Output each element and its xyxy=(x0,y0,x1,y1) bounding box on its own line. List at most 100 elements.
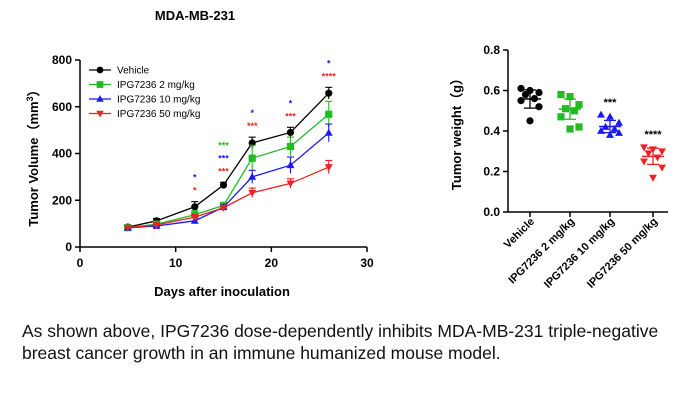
figure-canvas: MDA-MB-231 0 200 400 600 800 0 10 20 30 Days af… xyxy=(25,8,668,299)
significance-marker: * xyxy=(250,108,254,118)
data-point xyxy=(190,214,199,222)
y-tick-label: 800 xyxy=(52,53,72,67)
data-point xyxy=(325,89,333,97)
data-point xyxy=(535,88,543,97)
chart-title: MDA-MB-231 xyxy=(155,8,235,23)
legend-entry: IPG7236 2 mg/kg xyxy=(117,80,195,91)
data-point xyxy=(640,158,648,166)
category-label: Vehicle xyxy=(502,216,537,251)
group-3: *** xyxy=(597,97,623,138)
legend-entry: IPG7236 10 mg/kg xyxy=(117,95,200,106)
data-point xyxy=(566,125,574,133)
category-label: IPG7236 10 mg/kg xyxy=(542,216,617,291)
data-point xyxy=(658,148,666,156)
significance-marker: *** xyxy=(604,97,618,109)
data-point xyxy=(248,154,256,162)
data-point xyxy=(530,95,539,103)
x-tick-label: 0 xyxy=(77,256,84,270)
significance-marker: * xyxy=(289,98,293,108)
data-point xyxy=(615,128,623,136)
data-point xyxy=(597,126,605,134)
group-4: **** xyxy=(640,129,666,182)
data-point xyxy=(640,144,648,152)
data-point xyxy=(219,181,228,189)
series-4 xyxy=(123,159,333,232)
legend-marker xyxy=(96,66,104,74)
data-point xyxy=(248,189,257,197)
significance-marker: * xyxy=(193,173,197,183)
x-tick-label: 30 xyxy=(360,256,374,270)
data-point xyxy=(606,112,614,120)
x-tick-label: 20 xyxy=(265,256,279,270)
y-tick-label: 600 xyxy=(52,100,72,114)
significance-marker: *** xyxy=(285,111,296,121)
data-point xyxy=(615,118,623,126)
data-point xyxy=(123,224,132,232)
group-1 xyxy=(517,84,543,125)
data-point xyxy=(644,150,653,158)
y-axis-label-superscript: 3 xyxy=(25,96,35,101)
legend-marker xyxy=(96,110,104,118)
y-axis-label: Tumor weight（g） xyxy=(449,72,464,190)
data-point xyxy=(517,84,525,93)
tumor-weight-chart: 0.00.20.40.60.8 Tumor weight（g） ******* … xyxy=(449,43,668,291)
data-point xyxy=(653,154,662,162)
data-point xyxy=(517,97,525,105)
significance-marker: * xyxy=(193,186,197,196)
data-point xyxy=(219,204,228,212)
group-2 xyxy=(557,90,583,133)
data-point xyxy=(535,103,543,111)
data-point xyxy=(606,130,614,138)
legend-marker xyxy=(96,81,104,88)
significance-marker: *** xyxy=(218,140,229,150)
data-point xyxy=(557,90,565,99)
y-tick-label: 0.4 xyxy=(483,124,500,138)
data-point xyxy=(324,128,333,136)
data-point xyxy=(152,222,161,230)
significance-marker: *** xyxy=(218,153,229,163)
significance-marker: **** xyxy=(322,71,337,81)
data-point xyxy=(601,122,610,130)
legend-marker xyxy=(96,95,104,102)
data-point xyxy=(575,123,583,131)
data-point xyxy=(649,174,657,182)
data-point xyxy=(286,128,295,137)
data-point xyxy=(561,105,570,113)
y-tick-label: 0.2 xyxy=(483,165,500,179)
data-point xyxy=(286,161,295,169)
data-point xyxy=(325,110,333,118)
y-tick-label: 0.6 xyxy=(483,84,500,98)
data-point xyxy=(570,107,579,115)
data-point xyxy=(526,117,534,125)
data-point xyxy=(566,92,574,101)
data-point xyxy=(658,164,666,172)
significance-marker: *** xyxy=(247,121,258,131)
y-axis-label: Tumor Volume（mm3） xyxy=(25,83,41,226)
y-tick-label: 0.8 xyxy=(483,43,500,57)
data-point xyxy=(248,172,257,180)
data-point xyxy=(286,142,295,151)
data-point xyxy=(557,113,565,121)
y-tick-label: 200 xyxy=(52,193,72,207)
data-point xyxy=(597,110,605,118)
data-point xyxy=(191,203,199,211)
data-point xyxy=(521,90,530,99)
legend-entry: Vehicle xyxy=(117,66,150,77)
tumor-volume-chart: MDA-MB-231 0 200 400 600 800 0 10 20 30 Days af… xyxy=(25,8,374,299)
data-point xyxy=(575,101,583,109)
y-tick-label: 0 xyxy=(65,240,72,254)
y-tick-label: 400 xyxy=(52,147,72,161)
significance-marker: **** xyxy=(644,129,662,141)
data-point xyxy=(286,180,295,188)
x-axis-label: Days after inoculation xyxy=(154,284,290,299)
y-tick-label: 0.0 xyxy=(483,205,500,219)
legend-entry: IPG7236 50 mg/kg xyxy=(117,109,200,120)
x-tick-label: 10 xyxy=(169,256,183,270)
data-point xyxy=(324,164,333,172)
significance-marker: * xyxy=(327,58,331,68)
significance-marker: *** xyxy=(218,166,229,176)
data-point xyxy=(649,146,657,154)
data-point xyxy=(610,124,619,132)
figure-caption: As shown above, IPG7236 dose-dependently… xyxy=(22,321,659,363)
legend: Vehicle IPG7236 2 mg/kg IPG7236 10 mg/kg IP… xyxy=(89,66,200,120)
